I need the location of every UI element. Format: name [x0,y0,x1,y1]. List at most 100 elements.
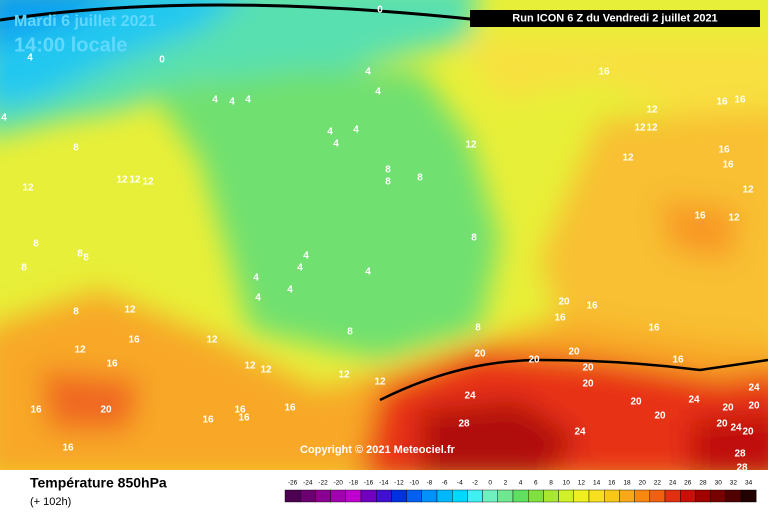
contour-label: 16 [598,67,610,78]
colorbar-tick-label: -22 [318,480,328,487]
colorbar-tick-label: 6 [534,480,538,487]
colorbar-swatch [619,489,635,503]
colorbar-tick-label: 2 [504,480,508,487]
contour-label: 20 [474,349,486,360]
contour-label: 4 [375,87,381,98]
contour-label: 12 [142,177,154,188]
contour-label: 8 [77,249,83,260]
colorbar-tick-label: 12 [578,480,586,487]
contour-label: 28 [736,463,748,474]
contour-label: 16 [734,95,746,106]
contour-label: 16 [716,97,728,108]
colorbar-swatch [710,489,726,503]
colorbar-tick-label: 14 [593,480,601,487]
colorbar-tick-label: -12 [394,480,404,487]
contour-label: 8 [385,165,391,176]
colorbar-swatch [284,489,301,503]
contour-label: 12 [338,370,350,381]
colorbar-tick-label: 0 [488,480,492,487]
contour-label: 4 [365,267,371,278]
colorbar-swatch [512,489,529,503]
contour-label: 20 [582,363,594,374]
colorbar-tick-label: 8 [549,480,553,487]
contour-label: 16 [694,211,706,222]
date: Mardi 6 juillet 2021 [14,13,156,30]
contour-label: 8 [73,143,79,154]
contour-label: 8 [475,323,481,334]
contour-label: 12 [206,335,218,346]
contour-label: 4 [245,95,251,106]
contour-label: 4 [212,95,218,106]
contour-label: 12 [129,175,141,186]
contour-label: 4 [253,273,259,284]
contour-label: 12 [742,185,754,196]
colorbar-swatch [436,489,453,503]
contour-label: 16 [238,413,250,424]
footer-lead: (+ 102h) [30,496,71,508]
contour-label: 24 [730,423,742,434]
contour-label: 12 [74,345,86,356]
colorbar-tick-label: -2 [472,480,478,487]
contour-label: 4 [353,125,359,136]
colorbar-swatch [497,489,514,503]
colorbar-swatch [452,489,468,503]
contour-label: 16 [648,323,660,334]
contour-label: 12 [260,365,272,376]
contour-label: 12 [728,213,740,224]
contour-label: 12 [646,105,658,116]
colorbar-swatch [391,489,407,503]
colorbar-swatch [740,489,757,503]
colorbar-tick-label: -8 [427,480,433,487]
colorbar: -26 -24 -22 -20 -18 -16 -14 -12 -10 -8 -6 -4 -2 0 2 4 6 8… [284,480,757,503]
colorbar-tick-label: 10 [563,480,571,487]
contour-label: 12 [465,140,477,151]
contour-label: 24 [574,427,586,438]
contour-label: 16 [30,405,42,416]
colorbar-swatch [315,489,331,503]
colorbar-tick-label: -16 [364,480,374,487]
colorbar-swatch [482,489,499,503]
colorbar-swatch [345,489,362,503]
colorbar-swatch [680,489,696,503]
run-banner [470,10,760,27]
colorbar-tick-label: 24 [669,480,677,487]
temperature-field [0,0,768,480]
contour-label: 12 [374,377,386,388]
contour-label: 20 [630,397,642,408]
contour-label: 4 [333,139,339,150]
contour-label: 4 [303,251,309,262]
colorbar-swatch [695,489,711,503]
footer-title: Température 850hPa [30,475,167,491]
colorbar-swatch [604,489,620,503]
contour-label: 28 [734,449,746,460]
contour-label: 16 [586,301,598,312]
contour-label: 4 [1,113,7,124]
contour-label: 4 [229,97,235,108]
contour-label: 20 [582,379,594,390]
contour-label: 4 [327,127,333,138]
contour-label: 16 [284,403,296,414]
colorbar-tick-label: 30 [715,480,723,487]
contour-label: 20 [528,355,540,366]
contour-label: 16 [672,355,684,366]
contour-label: 16 [722,160,734,171]
contour-label: 24 [688,395,700,406]
contour-label: 8 [417,173,423,184]
colorbar-swatch [467,489,483,503]
contour-label: 4 [255,293,261,304]
contour-label: 12 [244,361,256,372]
colorbar-swatch [588,489,605,503]
colorbar-swatch [360,489,377,503]
contour-label: 12 [634,123,646,134]
contour-label: 16 [234,405,246,416]
colorbar-tick-label: -14 [379,480,389,487]
colorbar-tick-label: 16 [608,480,616,487]
colorbar-tick-label: -10 [409,480,419,487]
colorbar-tick-label: 20 [639,480,647,487]
contour-label: 8 [33,239,39,250]
contour-label: 8 [471,233,477,244]
contour-label: 20 [748,401,760,412]
contour-label: 16 [62,443,74,454]
contour-label: 20 [654,411,666,422]
